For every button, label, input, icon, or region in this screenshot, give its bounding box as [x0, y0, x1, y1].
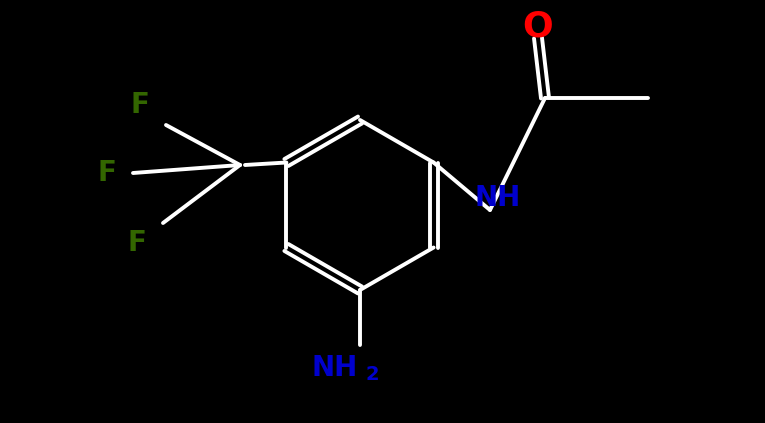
- Text: NH: NH: [475, 184, 521, 212]
- Text: NH: NH: [312, 354, 358, 382]
- Text: F: F: [128, 229, 146, 257]
- Text: F: F: [131, 91, 149, 119]
- Text: F: F: [98, 159, 116, 187]
- Text: O: O: [522, 9, 553, 43]
- Text: 2: 2: [365, 365, 379, 384]
